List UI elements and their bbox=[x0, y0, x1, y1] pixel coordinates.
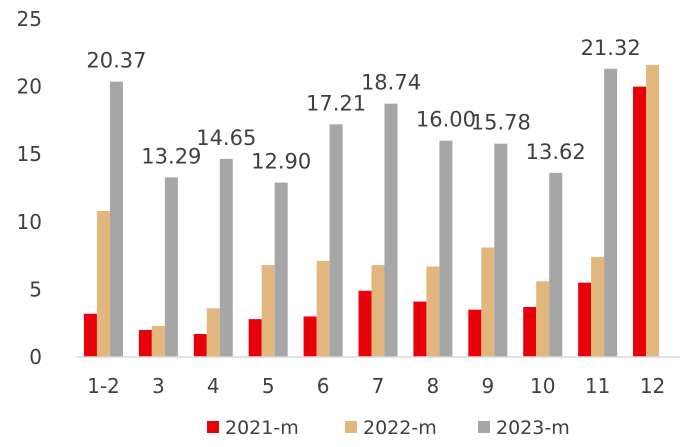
bar-2023-m-8 bbox=[439, 140, 453, 357]
bar-2022-m-11 bbox=[591, 256, 605, 357]
x-tick-label: 9 bbox=[481, 374, 494, 398]
bar-2021-m-8 bbox=[413, 301, 427, 357]
x-tick-label: 6 bbox=[317, 374, 330, 398]
y-tick-label: 0 bbox=[29, 345, 42, 369]
y-axis-ticks: 0 5 10 15 20 25 bbox=[17, 7, 42, 369]
legend-label: 2023-m bbox=[496, 417, 570, 439]
y-tick-label: 20 bbox=[17, 75, 42, 99]
bar-2021-m-9 bbox=[468, 309, 482, 357]
bar-2021-m-7 bbox=[358, 290, 372, 357]
y-tick-label: 25 bbox=[17, 7, 42, 31]
data-label: 15.78 bbox=[471, 111, 531, 135]
legend: 2021-m 2022-m 2023-m bbox=[207, 417, 570, 439]
bar-2022-m-6 bbox=[316, 261, 330, 357]
bar-2023-m-1-2 bbox=[109, 81, 123, 358]
x-tick-label: 10 bbox=[530, 374, 555, 398]
x-tick-label: 12 bbox=[640, 374, 665, 398]
data-label: 13.29 bbox=[141, 144, 201, 168]
legend-swatch-2021-m bbox=[207, 421, 219, 433]
bar-2023-m-7 bbox=[384, 103, 398, 358]
legend-label: 2022-m bbox=[363, 417, 437, 439]
x-tick-label: 8 bbox=[427, 374, 440, 398]
x-tick-label: 11 bbox=[585, 374, 610, 398]
x-tick-label: 5 bbox=[262, 374, 275, 398]
bar-2023-m-9 bbox=[494, 143, 508, 357]
x-tick-label: 1-2 bbox=[87, 374, 120, 398]
x-axis-ticks: 1-2 3 4 5 6 7 8 9 10 11 12 bbox=[87, 374, 665, 398]
data-label: 16.00 bbox=[416, 108, 476, 132]
bar-2023-m-3 bbox=[164, 177, 178, 357]
bar-2021-m-5 bbox=[248, 319, 262, 357]
legend-swatch-2022-m bbox=[345, 421, 357, 433]
legend-swatch-2023-m bbox=[478, 421, 490, 433]
bar-2022-m-8 bbox=[426, 266, 440, 357]
data-label: 17.21 bbox=[306, 91, 366, 115]
bars bbox=[83, 64, 660, 358]
bar-2021-m-1-2 bbox=[83, 313, 97, 357]
bar-2021-m-10 bbox=[523, 306, 537, 357]
bar-2022-m-5 bbox=[261, 265, 275, 357]
bar-2023-m-11 bbox=[604, 68, 618, 357]
data-label: 14.65 bbox=[196, 126, 256, 150]
bar-2023-m-10 bbox=[549, 172, 563, 357]
bar-2022-m-9 bbox=[481, 247, 495, 357]
x-tick-label: 3 bbox=[152, 374, 165, 398]
x-tick-label: 7 bbox=[372, 374, 385, 398]
data-label: 18.74 bbox=[361, 71, 421, 95]
x-tick-label: 4 bbox=[207, 374, 220, 398]
bar-2022-m-10 bbox=[536, 281, 550, 357]
bar-2022-m-7 bbox=[371, 265, 385, 357]
bar-2023-m-6 bbox=[329, 124, 343, 357]
data-label: 21.32 bbox=[581, 36, 641, 60]
y-tick-label: 5 bbox=[29, 277, 42, 301]
y-tick-label: 15 bbox=[17, 142, 42, 166]
bar-2022-m-3 bbox=[151, 325, 165, 357]
y-tick-label: 10 bbox=[17, 210, 42, 234]
bar-2021-m-12 bbox=[633, 86, 647, 357]
legend-label: 2021-m bbox=[225, 417, 299, 439]
bar-2021-m-3 bbox=[138, 329, 152, 357]
bar-2021-m-6 bbox=[303, 316, 317, 357]
data-label: 12.90 bbox=[251, 150, 311, 174]
bar-2023-m-4 bbox=[219, 158, 233, 357]
bar-2022-m-4 bbox=[206, 308, 220, 357]
bar-2023-m-5 bbox=[274, 182, 288, 357]
data-label: 20.37 bbox=[86, 49, 146, 73]
bar-2022-m-1-2 bbox=[96, 210, 110, 357]
bar-2021-m-4 bbox=[193, 334, 207, 357]
bar-2021-m-11 bbox=[578, 282, 592, 357]
data-label: 13.62 bbox=[526, 140, 586, 164]
bar-2022-m-12 bbox=[646, 64, 660, 357]
